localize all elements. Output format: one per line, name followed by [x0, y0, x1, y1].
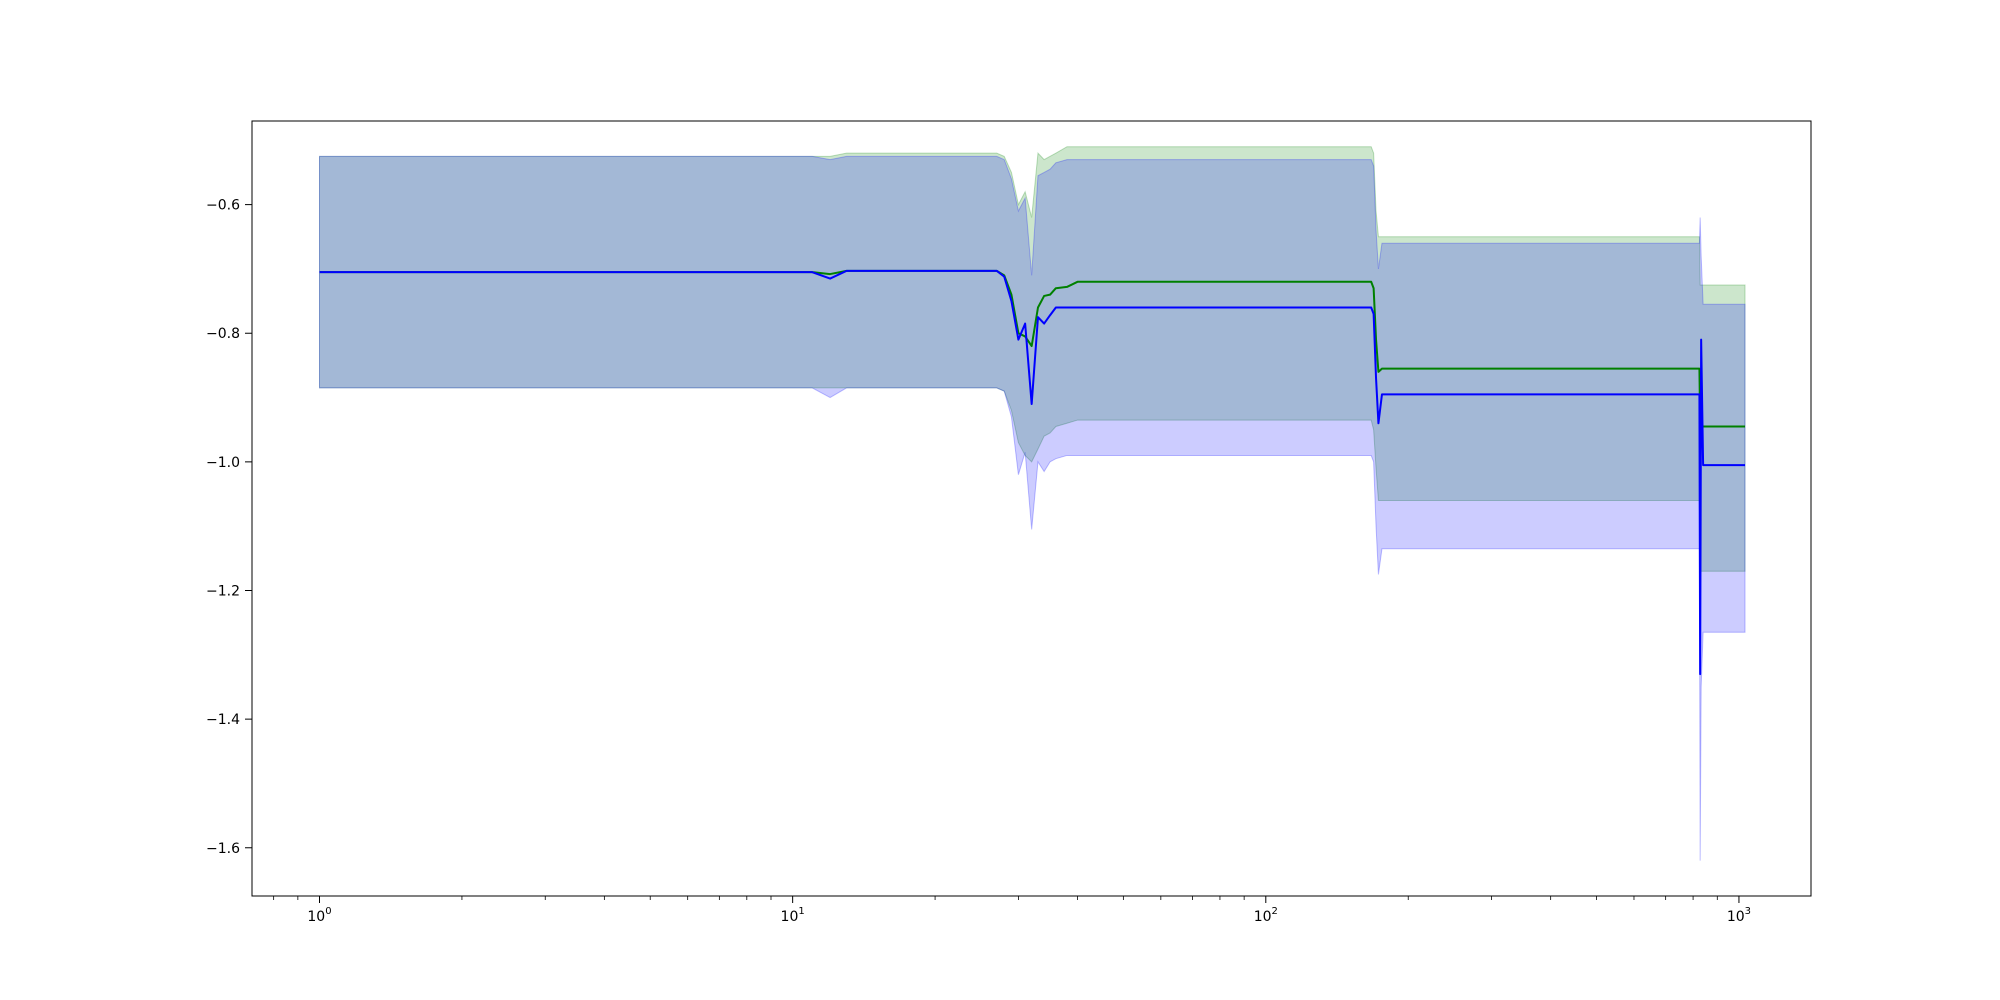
x-tick-label-exponent: 2: [1272, 906, 1278, 917]
series-2-band: [319, 155, 1746, 861]
y-tick-label: −1.4: [206, 712, 240, 728]
y-tick-label: −0.6: [206, 198, 240, 214]
x-tick-label-exponent: 1: [798, 906, 804, 917]
x-tick-label-base: 10: [781, 909, 799, 925]
x-tick-label: 102: [1254, 906, 1278, 925]
x-tick-label-exponent: 3: [1745, 906, 1751, 917]
x-tick-label-exponent: 0: [325, 906, 331, 917]
x-tick-label-base: 10: [1254, 909, 1272, 925]
series-1-band: [319, 146, 1746, 572]
x-tick-label-base: 10: [1727, 909, 1745, 925]
series-2-line: [319, 269, 1746, 676]
plot-frame: [251, 120, 1812, 897]
x-tick-label: 100: [307, 906, 331, 925]
y-tick-label: −1.6: [206, 841, 240, 857]
y-axis: −1.6 −1.4 −1.2 −1.0 −0.8 −0.6: [206, 198, 252, 857]
x-axis: 100 101 102 103: [273, 896, 1751, 925]
y-tick-label: −1.0: [206, 455, 240, 471]
confidence-bands: [319, 146, 1746, 861]
x-tick-label-base: 10: [307, 909, 325, 925]
y-tick-label: −0.8: [206, 326, 240, 342]
series-lines: [319, 269, 1746, 676]
x-tick-label: 103: [1727, 906, 1751, 925]
x-tick-label: 101: [781, 906, 805, 925]
y-tick-label: −1.2: [206, 584, 240, 600]
